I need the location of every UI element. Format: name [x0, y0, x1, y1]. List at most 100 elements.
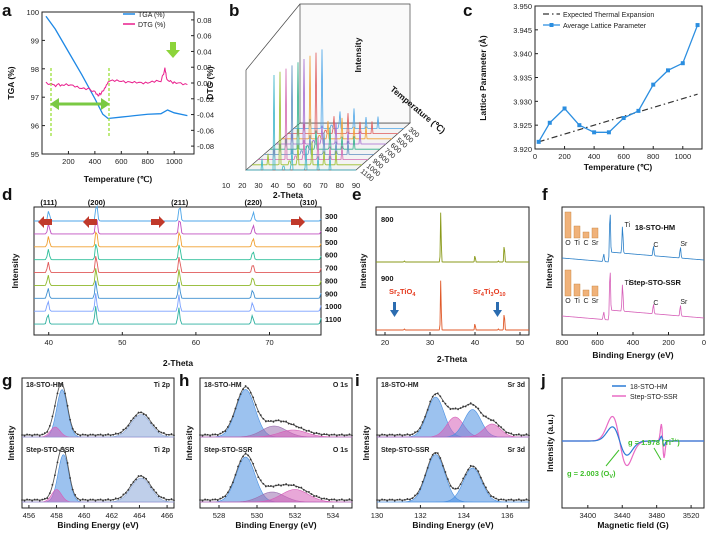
xps-data-point [272, 420, 275, 423]
xps-data-point [393, 434, 396, 437]
d-series-label: 500 [325, 238, 338, 247]
xps-data-point [79, 499, 82, 502]
xps-data-point [69, 418, 72, 421]
f-xtick-label: 600 [591, 338, 604, 347]
b-topedge [245, 3, 301, 71]
xps-data-point [320, 498, 323, 500]
f-peak-label: Sr [680, 241, 688, 248]
j-xtick-label: 3520 [683, 511, 700, 520]
xps-data-point [28, 498, 31, 501]
xps-data-point [94, 499, 97, 502]
xps-data-point [431, 395, 434, 398]
xps-data-point [297, 486, 300, 489]
xps-data-point [434, 393, 437, 396]
xps-data-point [396, 433, 399, 436]
c-data-point [562, 106, 567, 111]
xps-ylabel: Intensity [184, 425, 194, 460]
xps-data-point [343, 499, 346, 502]
xps-data-point [416, 492, 419, 495]
xps-data-point [168, 433, 170, 436]
panel-d-xrd-stack: d 40 50 60 70 (111) (200) (211) (220) (310) 300 40… [2, 185, 342, 368]
xps-data-point [51, 415, 54, 418]
xps-data-point [305, 490, 308, 493]
xps-data-point [201, 434, 204, 437]
xps-data-point [419, 427, 421, 429]
xps-data-point [54, 474, 56, 477]
xps-data-point [409, 434, 411, 437]
xps-data-point [226, 491, 229, 494]
xps-data-point [348, 498, 351, 501]
xps-data-point [112, 433, 115, 436]
panel-g-ti2p: g 456 458 460 462 464 466 Binding Energy (eV) I… [2, 371, 175, 530]
xps-data-point [292, 483, 295, 486]
xps-data-point [495, 497, 497, 500]
b-backwall [299, 3, 411, 124]
xps-data-point [525, 433, 528, 436]
xps-data-point [500, 498, 503, 501]
xps-region-label: Ti 2p [154, 382, 170, 389]
xps-data-point [490, 419, 492, 422]
xps-data-point [515, 433, 518, 436]
xps-data-point [338, 434, 341, 436]
panel-e-label: e [352, 185, 361, 204]
xps-data-point [315, 495, 318, 497]
xps-data-point [280, 484, 282, 487]
impurity-arrow-1 [390, 302, 399, 317]
xps-data-point [318, 496, 320, 499]
xps-data-point [386, 499, 389, 502]
e-xtick-label: 20 [381, 338, 389, 347]
xps-data-point [346, 499, 348, 502]
xps-data-point [492, 419, 495, 422]
xps-sample-label: Step-STO-SSR [26, 447, 75, 454]
f-inset-label: Sr [592, 298, 600, 305]
xps-data-point [262, 417, 265, 420]
xps-data-point [209, 434, 212, 437]
xps-data-point [328, 434, 331, 437]
xps-data-point [497, 499, 500, 502]
xps-data-point [270, 485, 272, 487]
xps-data-point [343, 434, 346, 437]
a-xtick-label: 600 [115, 157, 128, 166]
xps-data-point [23, 434, 26, 437]
xps-data-point [137, 475, 140, 477]
g-ov-pointer [605, 449, 620, 467]
xps-data-point [26, 433, 28, 436]
xps-data-point [173, 434, 175, 437]
xps-data-point [297, 426, 300, 429]
xps-data-point [510, 432, 513, 435]
xps-xtick-label: 456 [23, 511, 36, 520]
xps-data-point [162, 431, 165, 434]
xps-data-point [335, 434, 338, 437]
xps-data-point [495, 421, 497, 424]
xps-data-point [485, 486, 487, 489]
xps-data-point [401, 499, 404, 502]
c-ytick-label: 3.920 [513, 145, 532, 154]
d-series-label: 1000 [325, 302, 342, 311]
legend-lattice-marker [549, 23, 554, 27]
d-series-line [34, 268, 322, 286]
a-ytick-label: 100 [26, 8, 39, 17]
xps-sample-label: Step-STO-SSR [381, 447, 430, 454]
xps-data-point [391, 498, 394, 501]
legend-expected-label: Expected Thermal Expansion [563, 12, 654, 19]
c-data-point [547, 120, 552, 125]
xps-component [200, 489, 353, 503]
a-xtick-label: 800 [141, 157, 154, 166]
d-series-line [34, 204, 322, 222]
xps-data-point [107, 498, 110, 501]
xps-data-point [280, 420, 282, 423]
xps-data-point [474, 467, 477, 470]
panel-a-ylabel-left: TGA (%) [6, 66, 16, 99]
xps-data-point [424, 474, 427, 477]
xps-data-point [308, 490, 310, 493]
xps-data-point [462, 477, 465, 480]
d-series-label: 700 [325, 264, 338, 273]
xps-data-point [155, 491, 158, 494]
xps-region-label: O 1s [333, 447, 348, 454]
e-xtick-label: 40 [471, 338, 479, 347]
xps-data-point [41, 498, 44, 501]
xps-xlabel: Binding Energy (eV) [235, 520, 316, 530]
c-data-point [651, 82, 656, 87]
xps-data-point [38, 434, 41, 437]
xps-data-point [23, 499, 26, 502]
